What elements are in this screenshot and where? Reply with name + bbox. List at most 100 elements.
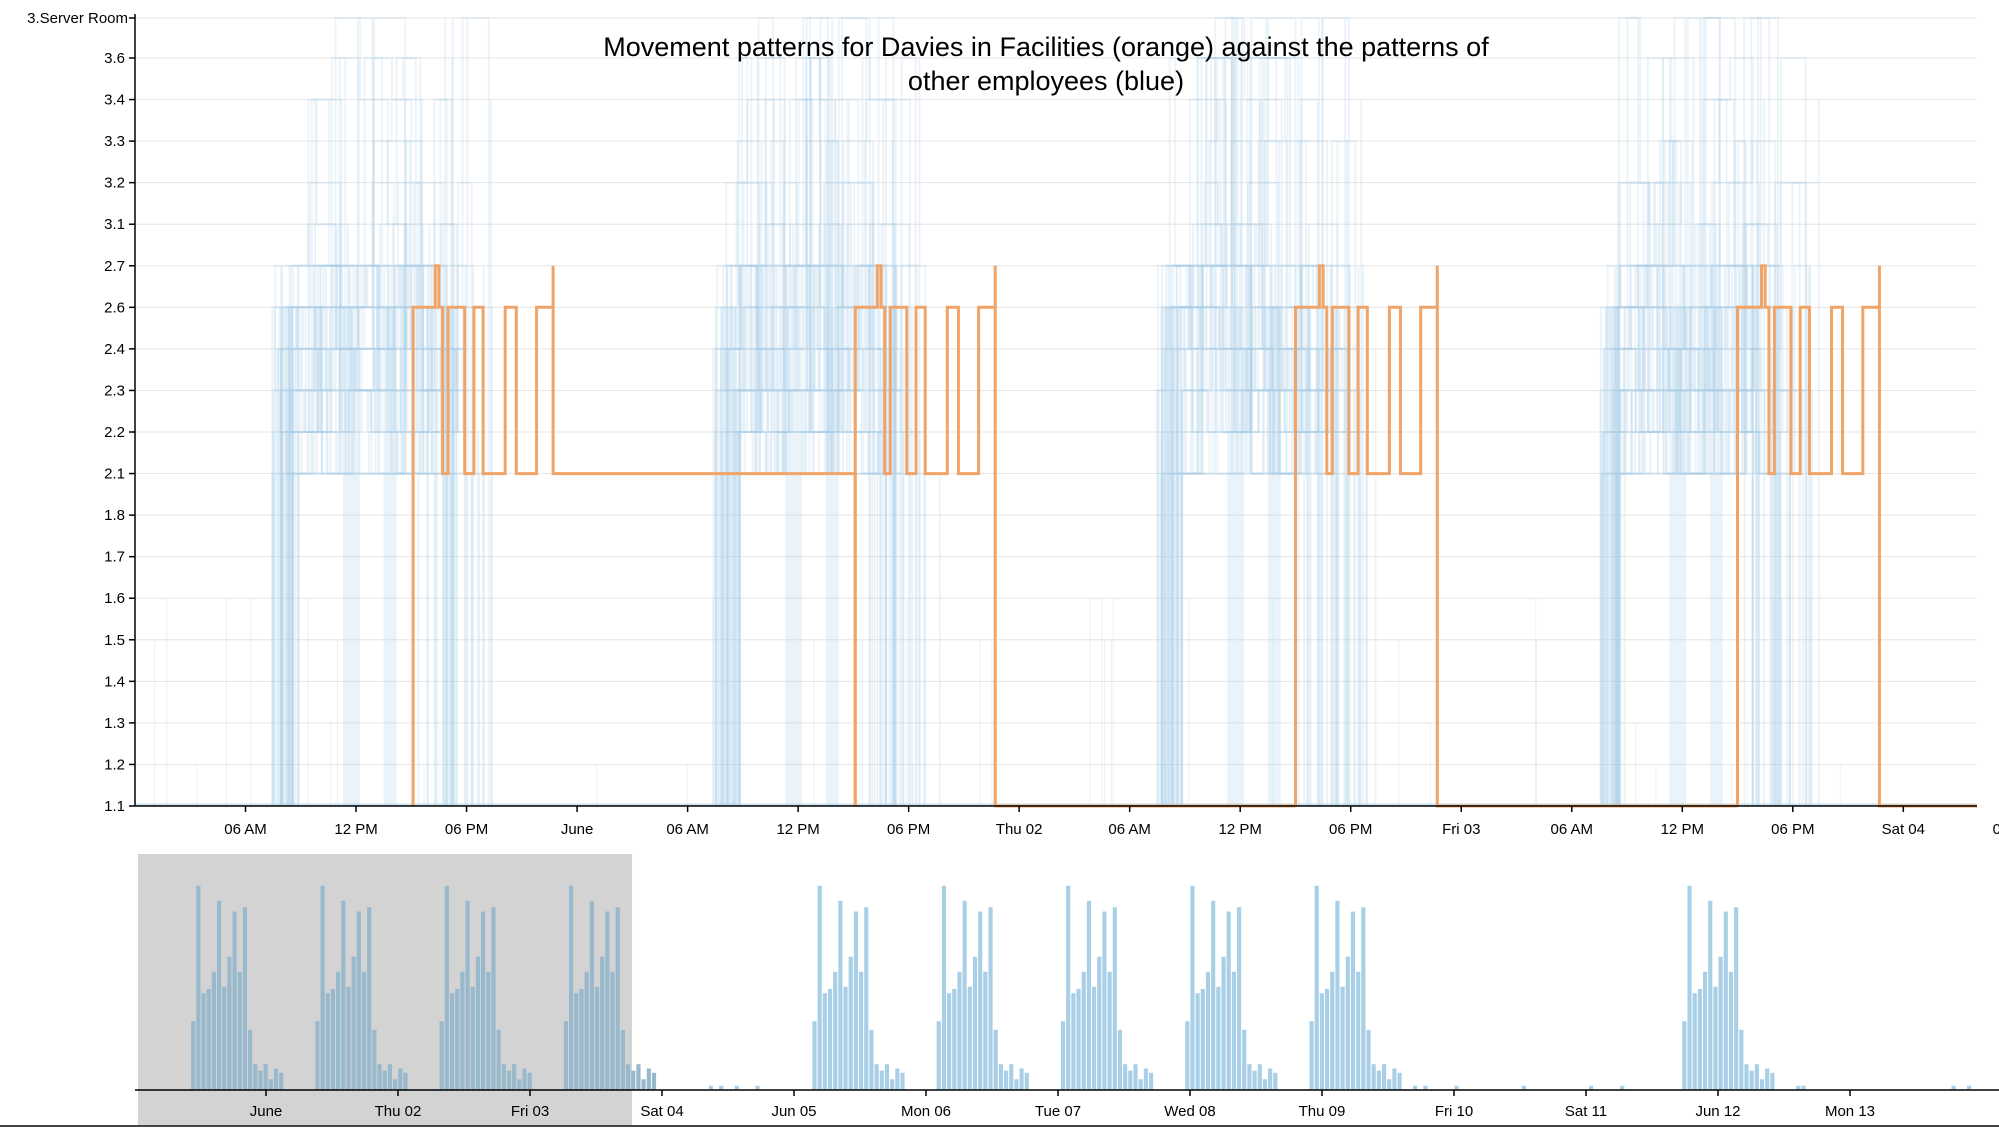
employee-trace <box>281 264 438 806</box>
employee-trace <box>1157 17 1320 806</box>
overview-bar <box>884 1064 890 1090</box>
overview-tick-label: Fri 10 <box>1435 1103 1473 1120</box>
overview-bar <box>1718 956 1723 1090</box>
employee-trace <box>736 223 910 806</box>
overview-bar <box>822 993 827 1090</box>
overview-bar <box>1423 1085 1428 1090</box>
overview-tick-label: Jun 05 <box>771 1103 816 1120</box>
overview-histogram[interactable]: June Thu 02 Fri 03 Sat 04 Jun 05 Mon 06 Tue 07… <box>0 854 1999 1127</box>
employee-band <box>1330 307 1340 806</box>
overview-bar <box>1734 907 1739 1090</box>
employee-trace <box>737 264 905 806</box>
employee-trace <box>288 17 444 806</box>
x-tick-label: Thu 02 <box>996 821 1043 838</box>
employee-trace <box>1618 264 1772 806</box>
overview-bar <box>1387 1079 1392 1090</box>
overview-bar <box>1019 1068 1024 1090</box>
overview-bar <box>237 971 242 1090</box>
overview-bar <box>1335 900 1340 1090</box>
employee-trace <box>1614 57 1807 806</box>
overview-bar <box>874 1064 879 1090</box>
overview-bar <box>1185 1021 1190 1090</box>
overview-bar <box>848 956 853 1090</box>
overview-bar <box>864 907 869 1090</box>
overview-bar <box>859 971 864 1090</box>
overview-bar <box>988 907 993 1090</box>
overview-bar <box>719 1085 724 1090</box>
overview-tick-label: Sat 11 <box>1565 1103 1607 1120</box>
y-tick-label: 2.3 <box>104 382 125 399</box>
overview-bar <box>1801 1085 1806 1090</box>
overview-bar <box>1231 971 1236 1090</box>
overview-bar <box>506 1070 512 1090</box>
employee-trace <box>1602 181 1801 806</box>
employee-trace <box>287 264 458 806</box>
overview-bar <box>1702 971 1708 1090</box>
employee-trace <box>714 264 876 806</box>
overview-bar <box>983 971 988 1090</box>
chart-title: Movement patterns for Davies in Faciliti… <box>603 32 1489 96</box>
overview-bar <box>501 1064 506 1090</box>
employee-trace <box>1611 223 1813 806</box>
overview-bar <box>1262 1079 1268 1090</box>
davies-trace <box>853 264 1296 808</box>
overview-bar <box>403 1072 408 1090</box>
employee-trace <box>1600 140 1776 806</box>
overview-bar <box>1003 1070 1009 1090</box>
employee-trace <box>1166 57 1339 806</box>
overview-bar <box>1190 885 1195 1090</box>
employee-trace <box>725 264 879 806</box>
overview-bar <box>610 971 615 1090</box>
employee-band <box>1709 307 1723 806</box>
overview-bar <box>1195 993 1200 1090</box>
overview-bar <box>853 911 858 1090</box>
y-tick-label: 1.4 <box>104 673 125 690</box>
x-axis: 06 AM 12 PM 06 PM June 06 AM 12 PM 06 PM Thu 02… <box>135 805 1999 838</box>
employee-trace <box>720 17 871 806</box>
overview-bar <box>636 1064 641 1090</box>
overview-bar <box>626 1064 631 1090</box>
y-tick-label: 1.7 <box>104 549 125 566</box>
overview-bar <box>1723 911 1728 1090</box>
overview-bar <box>1092 986 1097 1090</box>
y-tick-label: 2.6 <box>104 299 125 316</box>
employee-trace <box>1169 140 1323 806</box>
overview-bar <box>1252 1070 1257 1090</box>
overview-bar <box>1071 993 1076 1090</box>
employee-band <box>343 307 360 806</box>
overview-bar <box>465 900 470 1090</box>
employee-trace <box>1609 181 1791 806</box>
overview-bar <box>998 1064 1003 1090</box>
employee-trace <box>1616 17 1761 806</box>
overview-bar <box>242 907 248 1090</box>
employee-trace <box>738 57 941 806</box>
employee-trace <box>292 17 455 806</box>
employee-trace <box>1603 17 1777 806</box>
overview-bar <box>258 1070 263 1090</box>
overview-bar <box>1086 900 1091 1090</box>
overview-bar <box>641 1079 646 1090</box>
overview-bar <box>356 911 361 1090</box>
employee-trace <box>280 223 448 806</box>
overview-bar <box>1521 1085 1526 1090</box>
overview-bar <box>439 1021 444 1090</box>
overview-bar <box>268 1079 273 1090</box>
employee-trace <box>728 223 901 806</box>
employee-trace <box>1175 57 1320 806</box>
employee-trace <box>1618 223 1754 806</box>
overview-bar <box>827 988 833 1090</box>
employee-trace <box>719 57 894 806</box>
overview-bar <box>869 1029 874 1090</box>
employee-trace <box>1615 17 1755 806</box>
overview-bar <box>615 907 620 1090</box>
overview-bar <box>211 971 216 1090</box>
overview-bar <box>470 986 475 1090</box>
employee-band <box>1772 307 1782 806</box>
employee-trace <box>1159 57 1351 806</box>
y-axis: 1.1 1.2 1.3 1.4 1.5 1.6 1.7 1.8 2.1 2.2 2.3 2.4 2.6 2… <box>27 10 136 815</box>
overview-bar <box>1366 1029 1371 1090</box>
overview-bar <box>361 971 367 1090</box>
overview-bar <box>755 1085 760 1090</box>
x-tick-label: 06 PM <box>445 821 488 838</box>
